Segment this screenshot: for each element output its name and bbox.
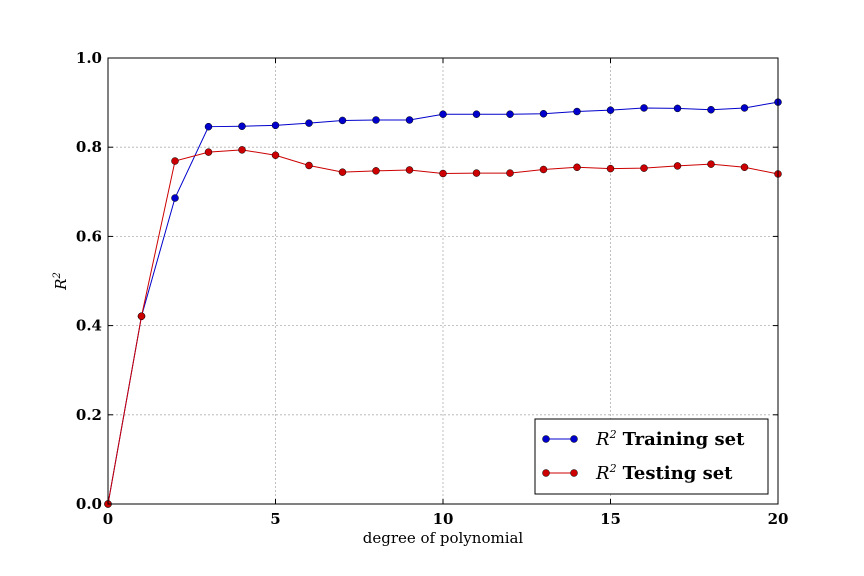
data-point [707, 160, 715, 168]
data-point [171, 157, 179, 165]
legend-box [534, 418, 769, 495]
legend-marker-testing [542, 469, 550, 477]
data-point [472, 169, 481, 177]
legend-entry-training: R2 Training set [542, 428, 745, 450]
data-point [271, 121, 280, 130]
legend-label-testing: R2 Testing set [595, 462, 733, 484]
x-axis-label: degree of polynomial [363, 529, 524, 547]
series-layer [104, 98, 782, 508]
data-point [673, 104, 682, 113]
data-point [238, 122, 246, 130]
y-tick-label: 0.4 [76, 317, 102, 335]
legend-entry-testing: R2 Testing set [542, 462, 733, 484]
data-point [640, 104, 648, 112]
data-point [673, 162, 682, 170]
data-point [573, 107, 581, 116]
y-tick-label: 0.2 [76, 406, 102, 424]
x-tick-label: 5 [270, 510, 280, 528]
legend-marker-training [570, 435, 578, 443]
data-point [305, 119, 313, 127]
data-point [606, 106, 615, 114]
data-point [171, 194, 179, 202]
data-point [439, 169, 447, 178]
data-point [439, 110, 447, 118]
data-point [539, 165, 548, 174]
legend: R2 Training set R2 Testing set [534, 418, 769, 495]
data-point [238, 146, 246, 154]
data-point [539, 110, 548, 118]
y-tick-label: 0.0 [76, 495, 102, 513]
legend-label-training: R2 Training set [595, 428, 745, 450]
data-point [740, 104, 749, 112]
ticks: 0 5 10 15 20 0.0 0.2 0.4 0.6 0.8 1.0 [76, 49, 789, 528]
data-point [740, 163, 749, 172]
data-point [305, 161, 313, 170]
data-point [472, 110, 481, 118]
data-point [506, 110, 514, 118]
legend-marker-testing [570, 469, 578, 477]
data-point [506, 169, 514, 177]
legend-marker-training [542, 435, 550, 443]
data-point [405, 116, 414, 124]
data-point [338, 116, 347, 125]
data-point [137, 312, 146, 320]
data-point [338, 168, 347, 176]
x-tick-label: 10 [433, 510, 454, 528]
x-tick-label: 15 [600, 510, 621, 528]
y-axis-label: R2 [52, 272, 70, 291]
data-point [204, 122, 213, 131]
data-point [707, 105, 715, 114]
data-point [372, 167, 380, 175]
y-tick-label: 1.0 [76, 49, 102, 67]
data-point [405, 166, 414, 174]
x-tick-label: 0 [103, 510, 113, 528]
y-tick-label: 0.6 [76, 227, 102, 245]
x-tick-label: 20 [768, 510, 789, 528]
data-point [271, 151, 280, 159]
data-point [372, 116, 380, 124]
svg-text:R2: R2 [52, 272, 70, 291]
data-point [204, 148, 213, 156]
data-point [606, 164, 615, 173]
series-testing [104, 146, 782, 508]
data-point [573, 163, 581, 172]
data-point [640, 164, 648, 172]
y-tick-label: 0.8 [76, 138, 102, 156]
